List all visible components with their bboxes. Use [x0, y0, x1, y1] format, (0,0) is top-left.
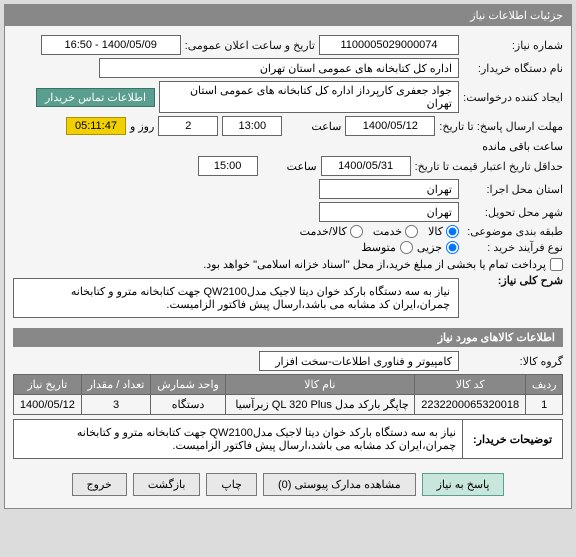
- pub-label: تاریخ و ساعت اعلان عمومی:: [185, 39, 315, 52]
- deliver-loc-label: شهر محل تحویل:: [463, 206, 563, 219]
- checkbox-treasury-input[interactable]: [550, 258, 563, 271]
- deadline-label: مهلت ارسال پاسخ: تا تاریخ:: [439, 120, 563, 133]
- radio-goods-service-input[interactable]: [350, 225, 363, 238]
- remain-label: ساعت باقی مانده: [482, 140, 563, 153]
- th-unit: واحد شمارش: [151, 375, 225, 395]
- contact-badge[interactable]: اطلاعات تماس خریدار: [36, 88, 155, 107]
- deadline-time: 13:00: [222, 116, 282, 136]
- requester-label: ایجاد کننده درخواست:: [463, 91, 563, 104]
- radio-goods[interactable]: کالا: [428, 225, 459, 238]
- time-label-2: ساعت: [262, 160, 317, 173]
- exec-loc-value: تهران: [319, 179, 459, 199]
- cell-name: چاپگر بارکد مدل QL 320 Plus زبرآسیا: [225, 395, 414, 415]
- radio-goods-input[interactable]: [446, 225, 459, 238]
- goods-table: ردیف کد کالا نام کالا واحد شمارش تعداد /…: [13, 374, 563, 415]
- category-radio-group: کالا خدمت کالا/خدمت: [300, 225, 459, 238]
- buyer-org-label: نام دستگاه خریدار:: [463, 62, 563, 75]
- time-label-1: ساعت: [286, 120, 341, 133]
- radio-bt-b-input[interactable]: [400, 241, 413, 254]
- group-value: کامپیوتر و فناوری اطلاعات-سخت افزار: [259, 351, 459, 371]
- table-head: ردیف کد کالا نام کالا واحد شمارش تعداد /…: [14, 375, 563, 395]
- buyer-org-value: اداره کل کتابخانه های عمومی استان تهران: [99, 58, 459, 78]
- desc-box: نیاز به سه دستگاه بارکد خوان دیتا لاجیک …: [13, 278, 459, 318]
- th-row: ردیف: [526, 375, 563, 395]
- radio-bt-a[interactable]: جزیی: [417, 241, 459, 254]
- radio-goods-service[interactable]: کالا/خدمت: [300, 225, 363, 238]
- exit-button[interactable]: خروج: [72, 473, 127, 496]
- buyer-note-box: توضیحات خریدار: نیاز به سه دستگاه بارکد …: [13, 419, 563, 459]
- requester-value: جواد جعفری کارپرداز اداره کل کتابخانه ها…: [159, 81, 459, 113]
- deadline-date: 1400/05/12: [345, 116, 435, 136]
- print-button[interactable]: چاپ: [206, 473, 257, 496]
- validity-date: 1400/05/31: [321, 156, 411, 176]
- countdown-timer: 05:11:47: [66, 117, 126, 135]
- radio-service[interactable]: خدمت: [373, 225, 418, 238]
- radio-service-input[interactable]: [405, 225, 418, 238]
- cell-unit: دستگاه: [151, 395, 225, 415]
- days-value: 2: [158, 116, 218, 136]
- th-qty: تعداد / مقدار: [81, 375, 151, 395]
- buy-type-label: نوع فرآیند خرید :: [463, 241, 563, 254]
- validity-label: حداقل تاریخ اعتبار قیمت تا تاریخ:: [415, 160, 563, 173]
- th-code: کد کالا: [414, 375, 526, 395]
- category-label: طبقه بندی موضوعی:: [463, 225, 563, 238]
- content-area: شماره نیاز: 1100005029000074 تاریخ و ساع…: [5, 26, 571, 508]
- group-label: گروه کالا:: [463, 355, 563, 368]
- cell-date: 1400/05/12: [14, 395, 82, 415]
- cell-qty: 3: [81, 395, 151, 415]
- th-date: تاریخ نیاز: [14, 375, 82, 395]
- cell-idx: 1: [526, 395, 563, 415]
- exec-loc-label: استان محل اجرا:: [463, 183, 563, 196]
- main-window: جزئیات اطلاعات نیاز شماره نیاز: 11000050…: [4, 4, 572, 509]
- buyer-note-label: توضیحات خریدار:: [462, 420, 562, 458]
- validity-time: 15:00: [198, 156, 258, 176]
- th-name: نام کالا: [225, 375, 414, 395]
- reply-button[interactable]: پاسخ به نیاز: [422, 473, 505, 496]
- title-bar: جزئیات اطلاعات نیاز: [5, 5, 571, 26]
- pub-value: 1400/05/09 - 16:50: [41, 35, 181, 55]
- desc-label: شرح کلی نیاز:: [463, 274, 563, 287]
- section-goods-header: اطلاعات کالاهای مورد نیاز: [13, 328, 563, 347]
- buyer-note-text: نیاز به سه دستگاه بارکد خوان دیتا لاجیک …: [14, 420, 462, 458]
- table-row[interactable]: 1 2232200065320018 چاپگر بارکد مدل QL 32…: [14, 395, 563, 415]
- deliver-loc-value: تهران: [319, 202, 459, 222]
- need-no-value: 1100005029000074: [319, 35, 459, 55]
- need-no-label: شماره نیاز:: [463, 39, 563, 52]
- day-and-label: روز و: [130, 120, 154, 133]
- cell-code: 2232200065320018: [414, 395, 526, 415]
- back-button[interactable]: بازگشت: [133, 473, 201, 496]
- radio-bt-a-input[interactable]: [446, 241, 459, 254]
- attachments-button[interactable]: مشاهده مدارک پیوستی (0): [263, 473, 416, 496]
- footer-buttons: پاسخ به نیاز مشاهده مدارک پیوستی (0) چاپ…: [13, 467, 563, 502]
- checkbox-treasury[interactable]: پرداخت تمام یا بخشی از مبلغ خرید،از محل …: [203, 258, 563, 271]
- radio-bt-b[interactable]: متوسط: [361, 241, 413, 254]
